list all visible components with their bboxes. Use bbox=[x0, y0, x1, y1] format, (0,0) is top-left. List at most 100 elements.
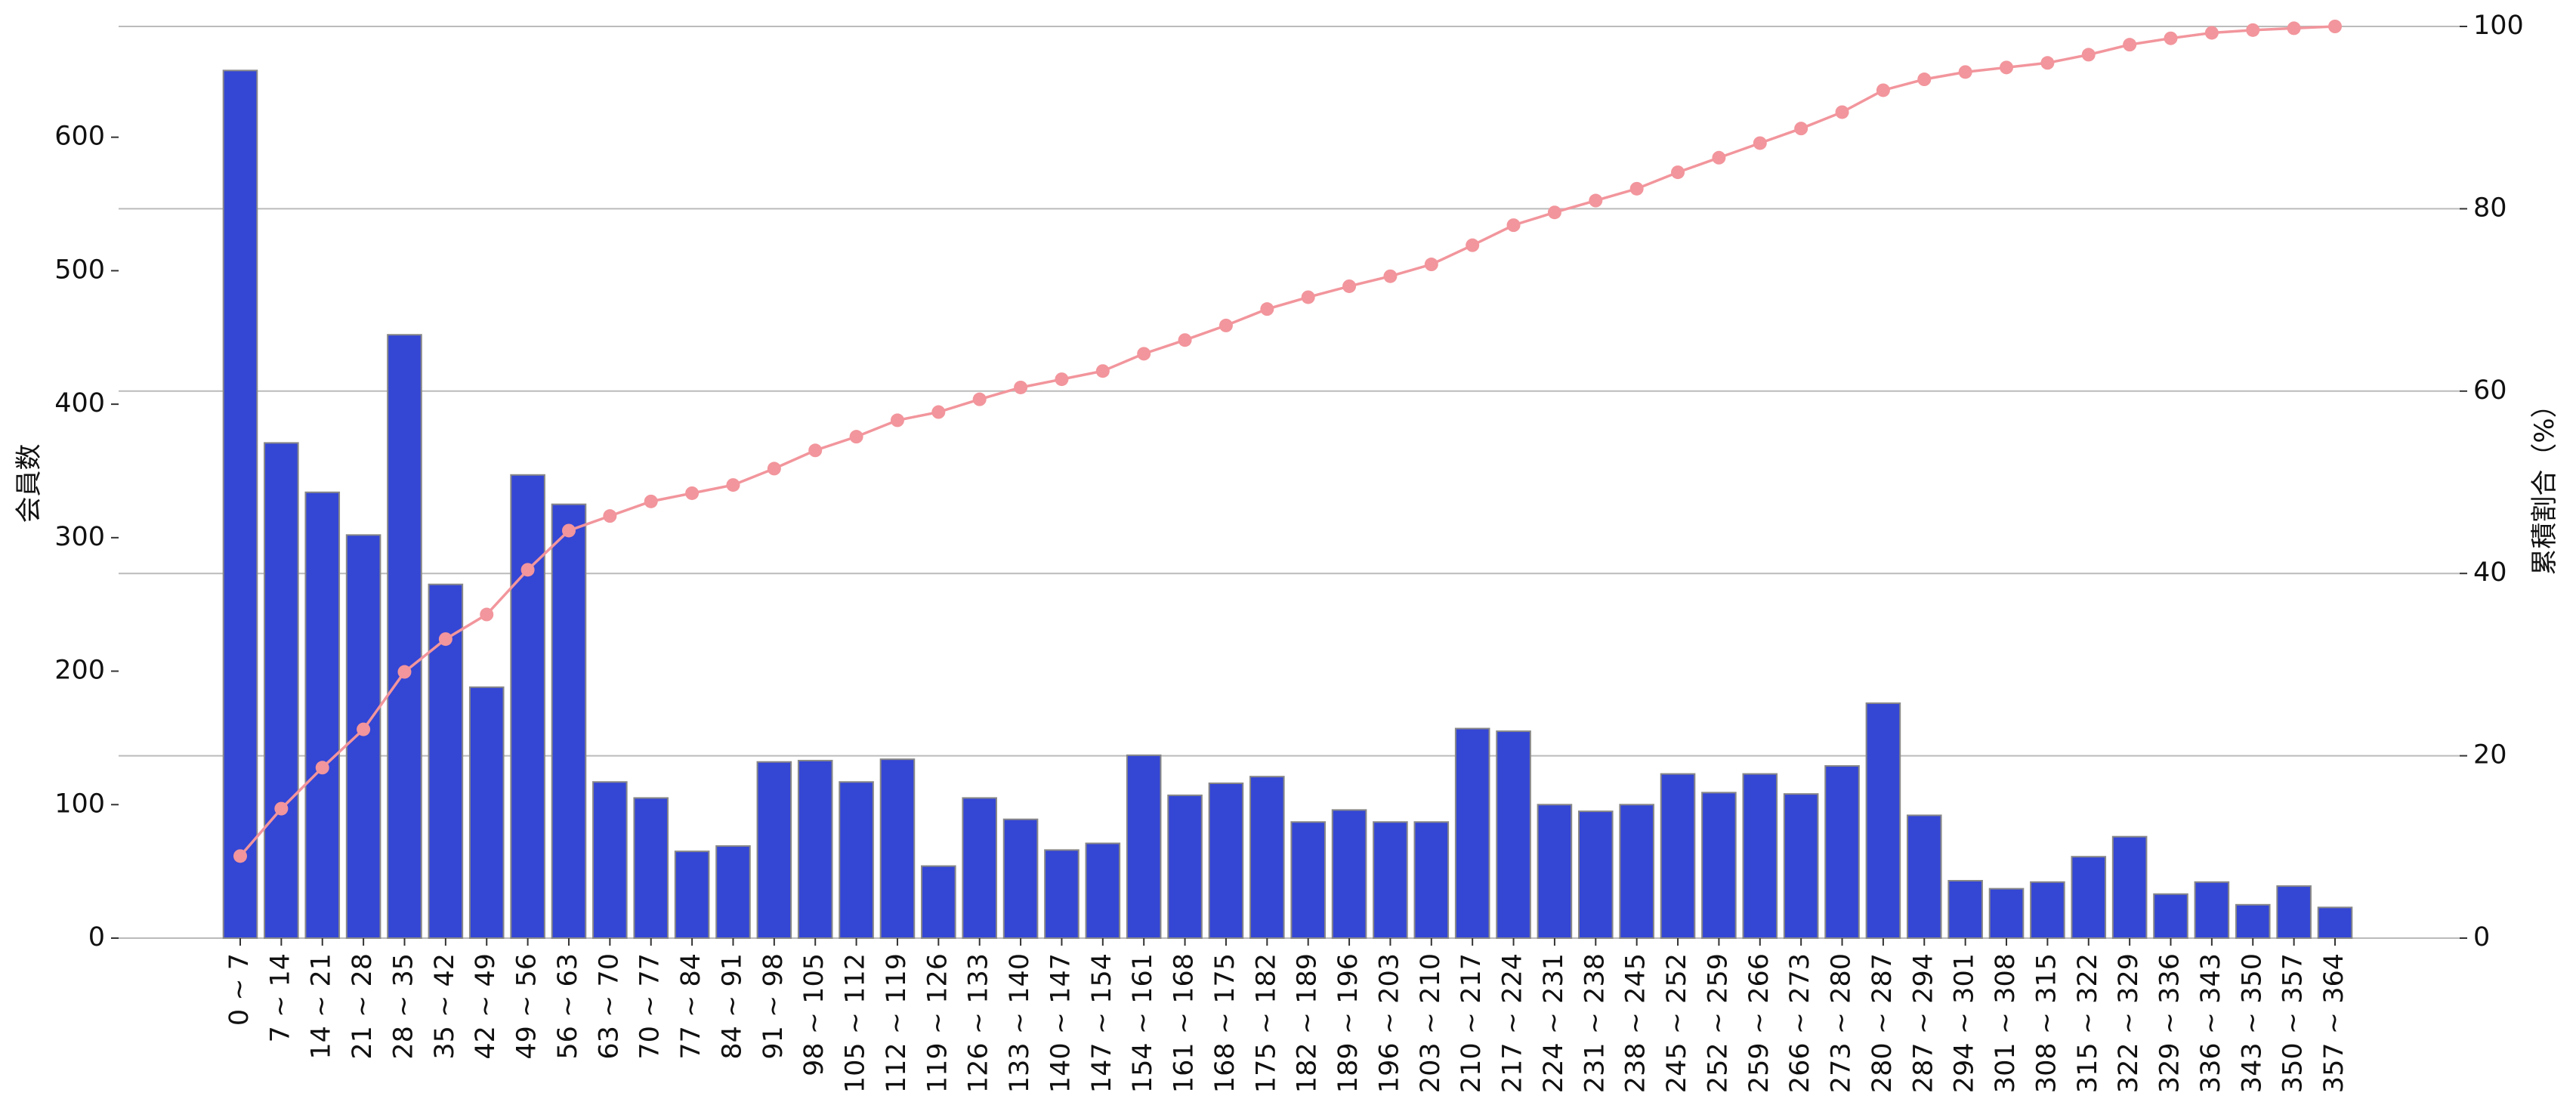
bar bbox=[2030, 881, 2065, 940]
x-tick-label: 266 ~ 273 bbox=[1785, 953, 1815, 1093]
y-tick-label: 200 bbox=[54, 656, 105, 686]
line-point bbox=[685, 486, 700, 500]
bar bbox=[2317, 906, 2353, 940]
x-tick-label: 273 ~ 280 bbox=[1827, 953, 1857, 1093]
line-point bbox=[1014, 380, 1028, 394]
x-tick-label: 42 ~ 49 bbox=[471, 953, 501, 1060]
line-point bbox=[233, 849, 247, 863]
bar bbox=[2153, 893, 2188, 939]
x-tick-label: 203 ~ 210 bbox=[1416, 953, 1446, 1093]
line-point bbox=[274, 801, 289, 816]
x-tick-label: 21 ~ 28 bbox=[347, 953, 378, 1060]
x-tick-label: 98 ~ 105 bbox=[799, 953, 829, 1076]
x-tick-label: 28 ~ 35 bbox=[388, 953, 419, 1060]
x-tick-label: 196 ~ 203 bbox=[1374, 953, 1404, 1093]
bar bbox=[304, 491, 341, 939]
bar bbox=[1373, 821, 1408, 939]
x-tick-label: 119 ~ 126 bbox=[922, 953, 953, 1093]
x-tick-label: 154 ~ 161 bbox=[1128, 953, 1158, 1093]
line-point bbox=[561, 523, 576, 538]
line-point bbox=[1835, 105, 1849, 119]
x-tick-label: 133 ~ 140 bbox=[1005, 953, 1035, 1093]
bar bbox=[674, 850, 710, 939]
x-tick-label: 224 ~ 231 bbox=[1539, 953, 1569, 1093]
bar bbox=[1660, 773, 1696, 939]
line-point bbox=[1589, 193, 1603, 208]
x-tick-label: 245 ~ 252 bbox=[1662, 953, 1692, 1093]
bar bbox=[1701, 792, 1737, 940]
line bbox=[239, 25, 2336, 857]
y2-tick-label: 60 bbox=[2473, 375, 2507, 406]
x-tick-label: 0 ~ 7 bbox=[224, 953, 255, 1026]
x-tick-label: 252 ~ 259 bbox=[1703, 953, 1733, 1093]
line-point bbox=[1178, 333, 1192, 347]
bar bbox=[551, 503, 587, 939]
x-tick-label: 84 ~ 91 bbox=[717, 953, 747, 1060]
x-tick-label: 217 ~ 224 bbox=[1498, 953, 1528, 1093]
x-tick-label: 329 ~ 336 bbox=[2155, 953, 2185, 1093]
line-point bbox=[1712, 150, 1726, 165]
x-tick-label: 315 ~ 322 bbox=[2073, 953, 2103, 1093]
line-point bbox=[2123, 38, 2137, 52]
x-tick-label: 91 ~ 98 bbox=[758, 953, 789, 1060]
y2-tick-label: 20 bbox=[2473, 740, 2507, 770]
y2-axis-label: 累積割合（%） bbox=[2530, 391, 2560, 575]
x-tick-label: 105 ~ 112 bbox=[841, 953, 871, 1093]
bar bbox=[264, 442, 299, 939]
x-tick-label: 63 ~ 70 bbox=[594, 953, 624, 1060]
y-axis-label: 会員数 bbox=[14, 443, 45, 523]
bar bbox=[2235, 903, 2271, 940]
line-point bbox=[2000, 60, 2014, 75]
bar bbox=[715, 845, 751, 940]
x-tick-label: 301 ~ 308 bbox=[1991, 953, 2021, 1093]
y-tick-label: 100 bbox=[54, 789, 105, 819]
bar bbox=[592, 781, 628, 939]
x-tick-label: 49 ~ 56 bbox=[512, 953, 542, 1060]
line-point bbox=[1219, 318, 1233, 332]
line-point bbox=[480, 607, 494, 622]
bar bbox=[1085, 842, 1121, 940]
line-point bbox=[520, 563, 535, 577]
line-point bbox=[767, 462, 781, 476]
bar bbox=[1906, 814, 1942, 939]
x-tick-label: 308 ~ 315 bbox=[2031, 953, 2062, 1093]
line-point bbox=[1137, 347, 1151, 361]
x-tick-label: 14 ~ 21 bbox=[307, 953, 337, 1060]
bar bbox=[1167, 794, 1203, 939]
x-tick-label: 231 ~ 238 bbox=[1580, 953, 1610, 1093]
line-point bbox=[1671, 165, 1685, 180]
bar bbox=[1454, 727, 1490, 940]
x-tick-label: 210 ~ 217 bbox=[1456, 953, 1487, 1093]
line-point bbox=[1629, 181, 1644, 196]
line-point bbox=[726, 478, 740, 492]
bar bbox=[921, 865, 956, 940]
line-point bbox=[972, 392, 987, 406]
x-tick-label: 175 ~ 182 bbox=[1251, 953, 1281, 1093]
line-point bbox=[1794, 122, 1808, 136]
bar bbox=[1126, 754, 1162, 940]
line-point bbox=[1342, 279, 1357, 293]
line-point bbox=[1260, 302, 1274, 316]
line-point bbox=[2287, 21, 2301, 36]
line-point bbox=[357, 722, 371, 736]
line-point bbox=[890, 413, 904, 428]
bar bbox=[387, 334, 422, 939]
y2-tick-label: 40 bbox=[2473, 557, 2507, 588]
line-point bbox=[1383, 269, 1398, 283]
bar bbox=[1208, 783, 1244, 939]
bar bbox=[1865, 702, 1901, 939]
line-point bbox=[1876, 83, 1890, 97]
y-tick-label: 400 bbox=[54, 388, 105, 418]
y-tick-label: 300 bbox=[54, 522, 105, 552]
bar bbox=[345, 534, 381, 939]
bar bbox=[797, 759, 833, 939]
line-point bbox=[2081, 48, 2096, 62]
bar bbox=[468, 686, 505, 939]
x-tick-label: 77 ~ 84 bbox=[676, 953, 706, 1060]
bar bbox=[1824, 765, 1860, 940]
line-point bbox=[2164, 31, 2178, 45]
bar bbox=[1619, 804, 1654, 940]
line-point bbox=[2246, 23, 2260, 37]
bar bbox=[2111, 835, 2148, 939]
bar bbox=[2071, 856, 2107, 939]
